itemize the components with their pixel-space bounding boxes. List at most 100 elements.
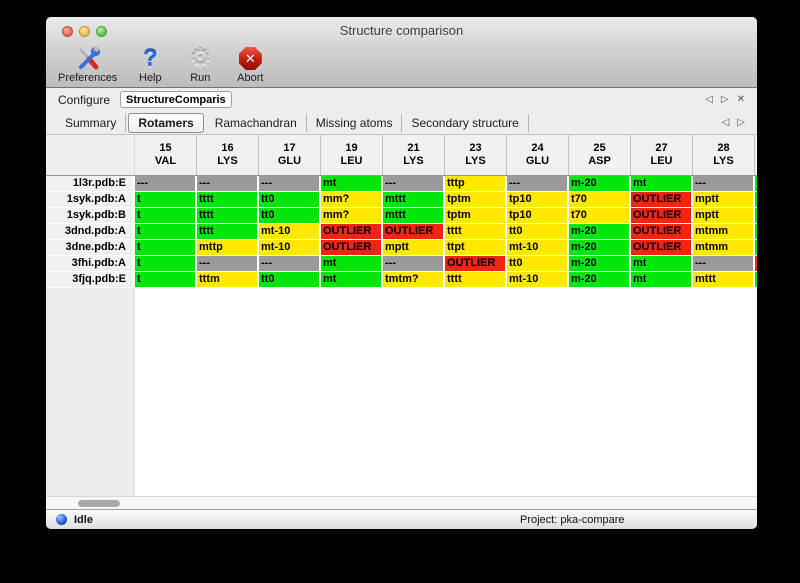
rotamer-cell[interactable]: --- (383, 256, 443, 271)
row-label[interactable]: 1syk.pdb:B (46, 208, 132, 223)
pane-close-icon[interactable]: ✕ (736, 93, 745, 105)
rotamer-cell[interactable]: m-20 (569, 176, 629, 191)
rotamer-cell[interactable]: --- (693, 176, 753, 191)
rotamer-cell[interactable]: mt-10 (507, 240, 567, 255)
rotamer-cell[interactable]: --- (259, 256, 319, 271)
rotamer-cell[interactable]: mttt (383, 192, 443, 207)
column-header-27[interactable]: 27 LEU (631, 135, 693, 175)
preferences-button[interactable]: Preferences (58, 45, 117, 84)
rotamer-cell[interactable]: tttt (445, 272, 505, 287)
column-header-17[interactable]: 17 GLU (259, 135, 321, 175)
close-window-button[interactable] (62, 26, 73, 37)
rotamer-cell[interactable]: tp10 (507, 192, 567, 207)
tab-rotamers[interactable]: Rotamers (128, 112, 204, 133)
pane-back-icon[interactable]: ◁ (705, 93, 713, 105)
scrollbar-thumb[interactable] (78, 500, 120, 507)
rotamer-cell[interactable]: OUTLIER (631, 240, 691, 255)
rotamer-cell[interactable]: OUTLIER (631, 224, 691, 239)
rotamer-cell[interactable]: OUTLIER (631, 192, 691, 207)
rotamer-cell[interactable]: mtmm (693, 224, 753, 239)
rotamer-cell[interactable]: OUTLIER (321, 224, 381, 239)
rotamer-cell[interactable]: t (135, 208, 195, 223)
column-header-24[interactable]: 24 GLU (507, 135, 569, 175)
rotamer-cell[interactable]: mptt (383, 240, 443, 255)
rotamer-cell[interactable]: mt-10 (259, 224, 319, 239)
rotamer-cell[interactable]: OUTLIER (383, 224, 443, 239)
rotamer-cell[interactable]: tttt (197, 224, 257, 239)
help-button[interactable]: ? Help (133, 45, 167, 84)
rotamer-cell[interactable]: tt0 (259, 208, 319, 223)
pane-forward-icon[interactable]: ▷ (720, 93, 729, 105)
rotamer-cell[interactable]: tptm (445, 192, 505, 207)
tab-missing-atoms[interactable]: Missing atoms (307, 113, 403, 132)
row-label[interactable]: 1syk.pdb:A (46, 192, 132, 207)
rotamer-cell[interactable]: --- (197, 256, 257, 271)
rotamer-cell[interactable]: mt (631, 272, 691, 287)
rotamer-cell[interactable]: tt0 (259, 192, 319, 207)
tab-summary[interactable]: Summary (56, 113, 127, 132)
rotamer-cell[interactable]: t (135, 256, 195, 271)
rotamer-cell[interactable]: mt (321, 256, 381, 271)
column-header-25[interactable]: 25 ASP (569, 135, 631, 175)
rotamer-cell[interactable]: --- (507, 176, 567, 191)
rotamer-cell[interactable]: tttt (445, 224, 505, 239)
rotamer-cell[interactable]: mttt (693, 272, 753, 287)
rotamer-cell[interactable]: t70 (569, 192, 629, 207)
row-label[interactable]: 3fhi.pdb:A (46, 256, 132, 271)
row-label[interactable]: 3dne.pdb:A (46, 240, 132, 255)
horizontal-scrollbar[interactable] (46, 496, 757, 509)
abort-button[interactable]: ✕ Abort (233, 45, 267, 84)
tab-forward-icon[interactable]: ▷ (737, 116, 745, 128)
rotamer-cell[interactable]: mt (631, 176, 691, 191)
tab-back-icon[interactable]: ◁ (721, 116, 730, 128)
rotamer-cell[interactable]: OUTLIER (321, 240, 381, 255)
rotamer-cell[interactable]: t (135, 272, 195, 287)
rotamer-cell[interactable]: mt (631, 256, 691, 271)
column-header-23[interactable]: 23 LYS (445, 135, 507, 175)
rotamer-cell[interactable]: mt (321, 272, 381, 287)
rotamer-cell[interactable]: --- (693, 256, 753, 271)
zoom-window-button[interactable] (96, 26, 107, 37)
rotamer-cell[interactable]: tt0 (259, 272, 319, 287)
row-label[interactable]: 1l3r.pdb:E (46, 176, 132, 191)
rotamer-cell[interactable]: mttt (383, 208, 443, 223)
rotamer-cell[interactable]: OUTLIER (445, 256, 505, 271)
column-header-16[interactable]: 16 LYS (197, 135, 259, 175)
column-header-15[interactable]: 15 VAL (135, 135, 197, 175)
rotamer-cell[interactable]: t (135, 192, 195, 207)
rotamer-cell[interactable]: tttm (197, 272, 257, 287)
minimize-window-button[interactable] (79, 26, 90, 37)
rotamer-cell[interactable]: mttp (197, 240, 257, 255)
tab-ramachandran[interactable]: Ramachandran (206, 113, 307, 132)
rotamer-cell[interactable]: m-20 (569, 240, 629, 255)
rotamer-cell[interactable]: mtmm (693, 240, 753, 255)
rotamer-cell[interactable]: t (135, 240, 195, 255)
rotamer-cell[interactable]: t (135, 224, 195, 239)
row-label[interactable]: 3fjq.pdb:E (46, 272, 132, 287)
column-header-21[interactable]: 21 LYS (383, 135, 445, 175)
rotamer-cell[interactable]: OUTLIER (631, 208, 691, 223)
rotamer-cell[interactable]: mt-10 (259, 240, 319, 255)
rotamer-cell[interactable]: mt (321, 176, 381, 191)
rotamer-cell[interactable]: mt-10 (507, 272, 567, 287)
rotamer-cell[interactable]: --- (383, 176, 443, 191)
rotamer-cell[interactable]: m-20 (569, 256, 629, 271)
rotamer-cell[interactable]: tt0 (507, 224, 567, 239)
configure-name-input[interactable] (120, 91, 233, 108)
rotamer-cell[interactable]: mm? (321, 208, 381, 223)
rotamer-cell[interactable]: --- (197, 176, 257, 191)
rotamer-cell[interactable]: tptm (445, 208, 505, 223)
column-header-19[interactable]: 19 LEU (321, 135, 383, 175)
title-bar[interactable]: Structure comparison (46, 17, 757, 44)
rotamer-cell[interactable]: tp10 (507, 208, 567, 223)
rotamer-cell[interactable]: mptt (693, 192, 753, 207)
rotamer-cell[interactable]: tttt (197, 208, 257, 223)
rotamer-cell[interactable]: tmtm? (383, 272, 443, 287)
rotamer-cell[interactable]: mm? (321, 192, 381, 207)
row-label[interactable]: 3dnd.pdb:A (46, 224, 132, 239)
rotamer-cell[interactable]: m-20 (569, 272, 629, 287)
rotamer-cell[interactable]: tttp (445, 176, 505, 191)
run-button[interactable]: ⚙ Run (183, 45, 217, 85)
column-header-28[interactable]: 28 LYS (693, 135, 755, 175)
rotamer-cell[interactable]: tttt (197, 192, 257, 207)
